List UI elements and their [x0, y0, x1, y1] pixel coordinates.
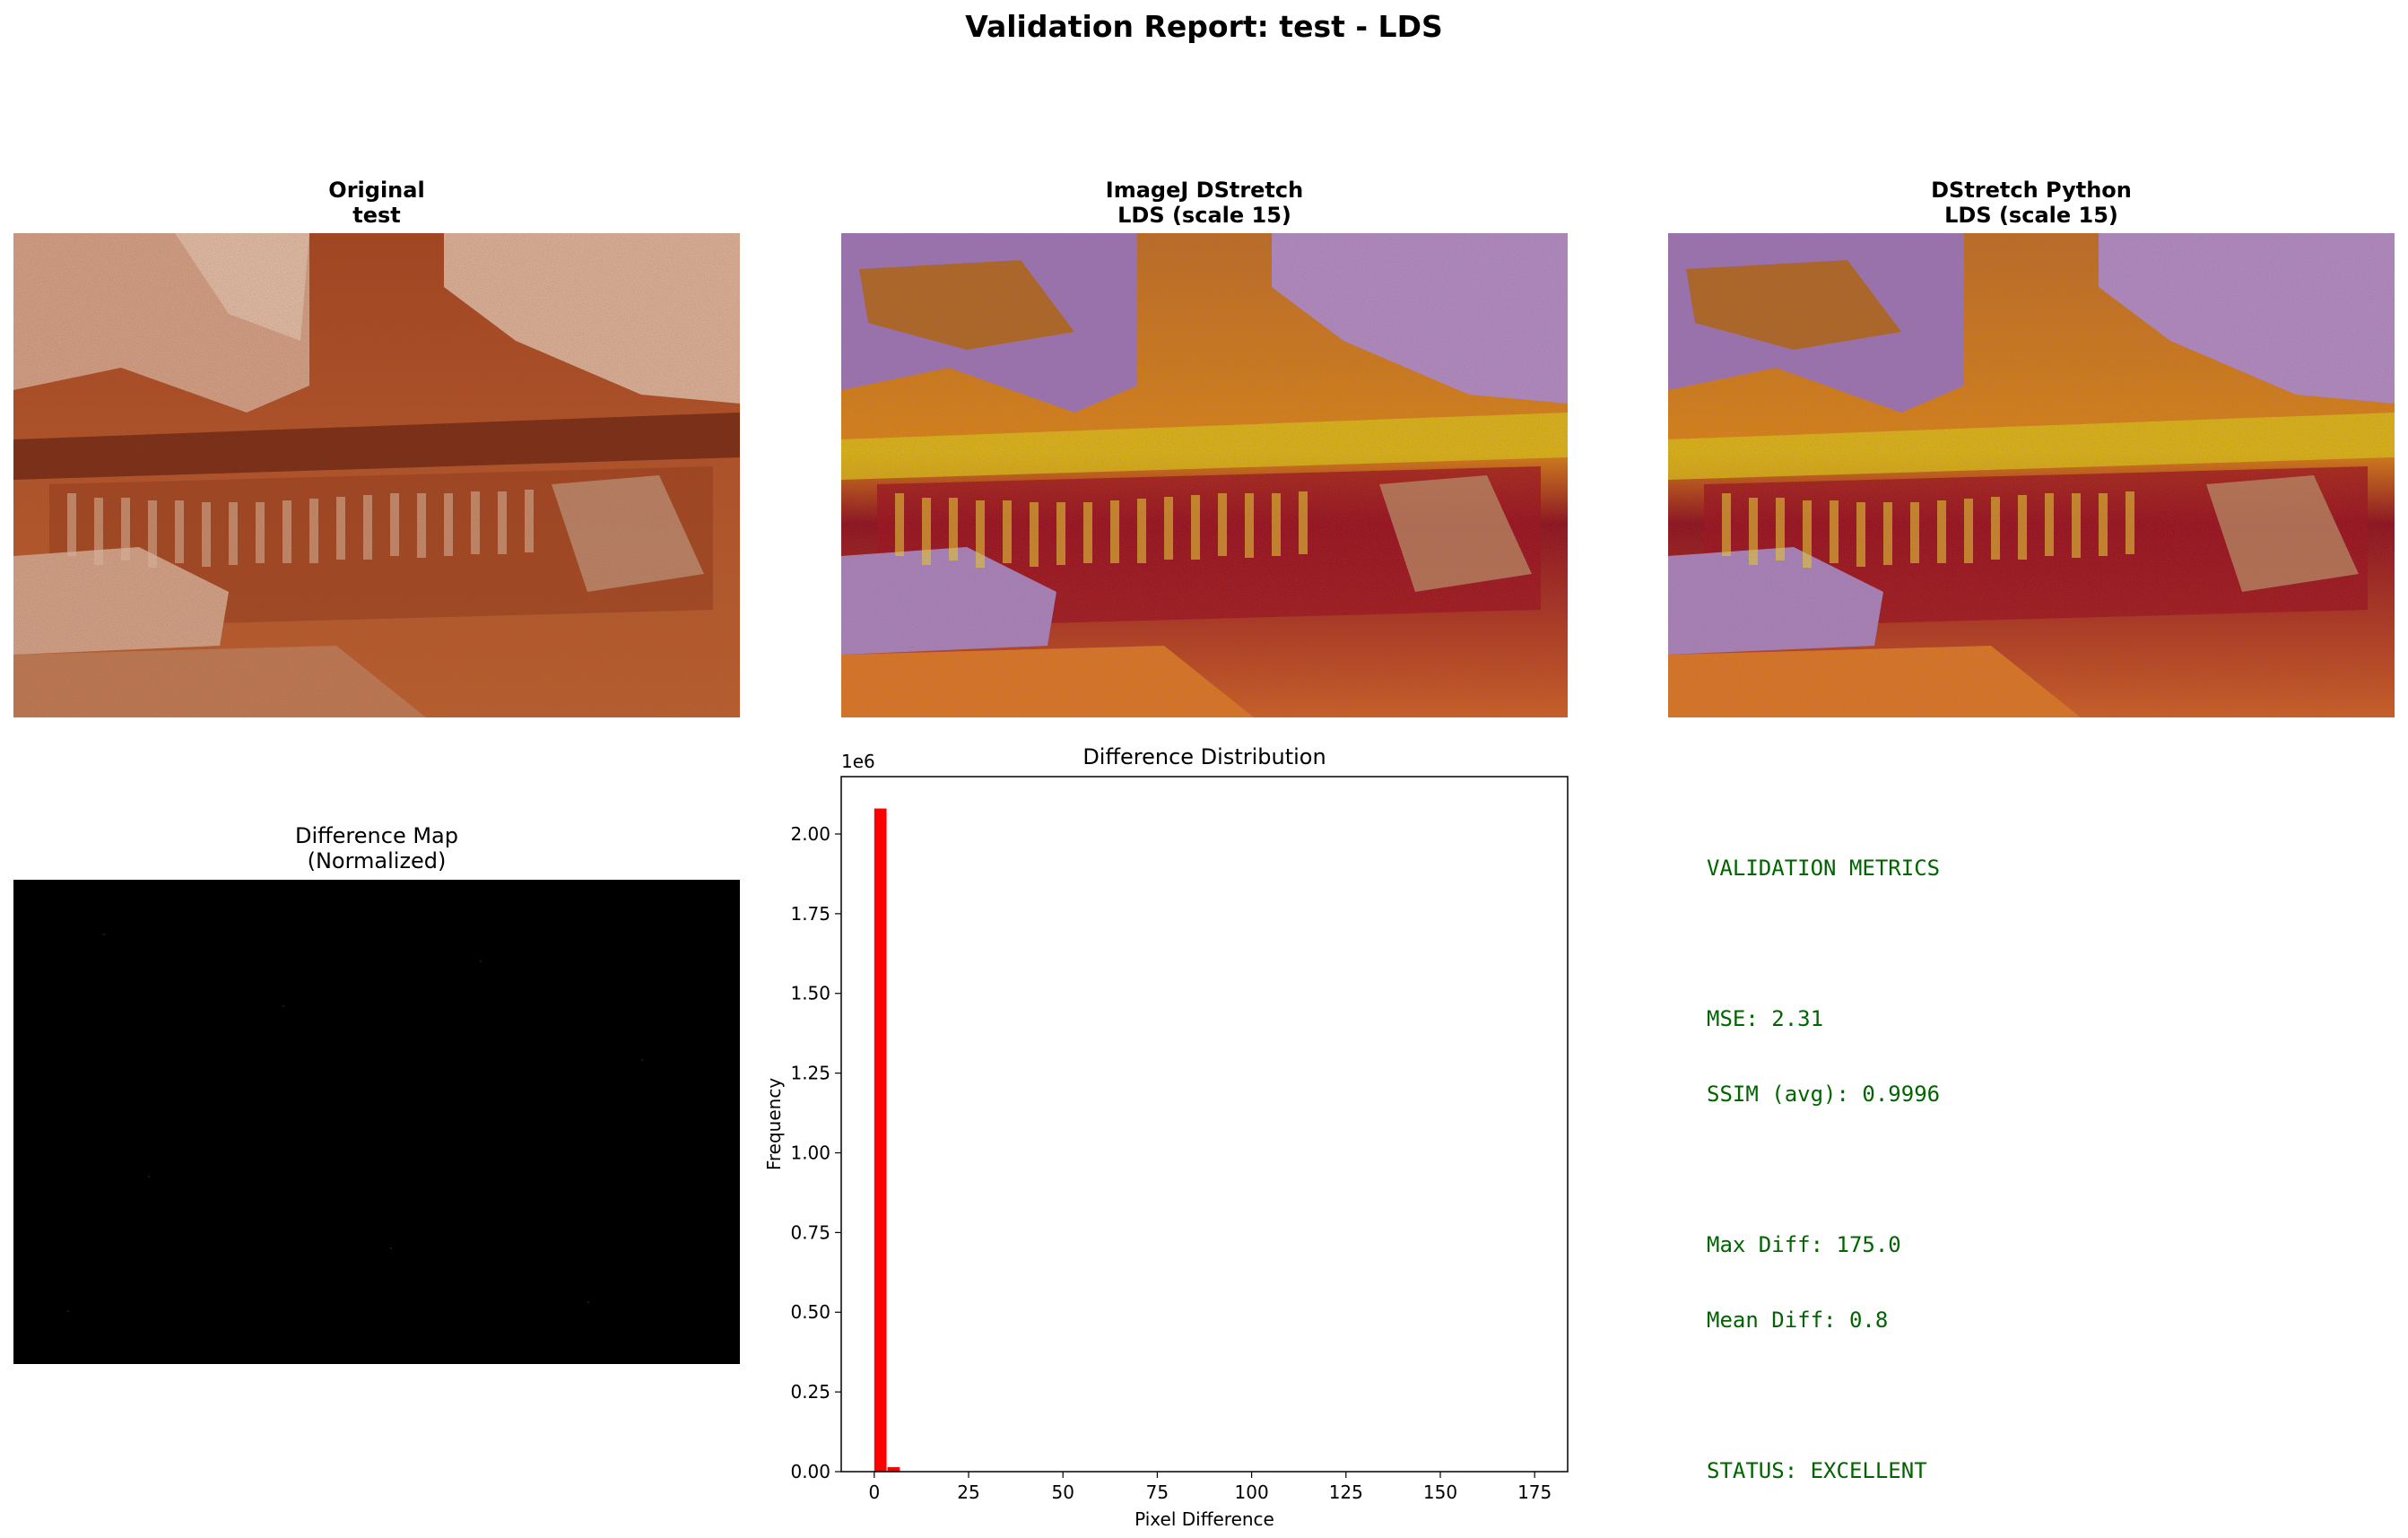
y-tick-label: 0.00 [790, 1461, 830, 1482]
x-tick-label: 0 [868, 1482, 880, 1503]
imagej-dstretch-image [841, 233, 1568, 717]
imagej-title-line1: ImageJ DStretch [1105, 178, 1304, 203]
histogram-bar [887, 1467, 900, 1472]
difference-map-title-line2: (Normalized) [307, 848, 447, 873]
difference-map-title-line1: Difference Map [294, 823, 458, 848]
x-tick-label: 75 [1146, 1482, 1169, 1503]
original-panel-title: Original test [202, 178, 552, 228]
y-tick-label: 1.25 [790, 1063, 830, 1084]
x-tick-label: 25 [957, 1482, 979, 1503]
y-tick-label: 2.00 [790, 823, 830, 845]
histogram-bar [874, 808, 887, 1472]
python-title-line1: DStretch Python [1931, 178, 2132, 203]
metric-mean-diff: Mean Diff: 0.8 [1707, 1308, 1889, 1333]
histogram-xlabel: Pixel Difference [1134, 1508, 1274, 1530]
python-title-line2: LDS (scale 15) [1944, 203, 2118, 228]
metric-ssim: SSIM (avg): 0.9996 [1707, 1082, 1941, 1107]
imagej-panel-title: ImageJ DStretch LDS (scale 15) [1030, 178, 1379, 228]
x-tick-label: 175 [1517, 1482, 1552, 1503]
difference-map-image [13, 880, 740, 1364]
y-tick-label: 1.00 [790, 1142, 830, 1163]
python-dstretch-image [1668, 233, 2395, 717]
y-offset-label: 1e6 [841, 751, 875, 772]
histogram-ylabel: Frequency [763, 1078, 785, 1170]
validation-metrics: VALIDATION METRICS MSE: 2.31 SSIM (avg):… [1707, 805, 1940, 1508]
metric-status: STATUS: EXCELLENT [1707, 1458, 1927, 1483]
x-tick-label: 100 [1235, 1482, 1269, 1503]
histogram-frame [840, 776, 1569, 1473]
y-tick-label: 1.75 [790, 903, 830, 925]
histogram-title: Difference Distribution [1082, 744, 1326, 769]
y-tick-label: 0.50 [790, 1301, 830, 1323]
metric-max-diff: Max Diff: 175.0 [1707, 1232, 1901, 1257]
original-image [13, 233, 740, 717]
y-tick-label: 1.50 [790, 983, 830, 1004]
x-tick-label: 50 [1051, 1482, 1074, 1503]
original-title-line1: Original [328, 178, 425, 203]
x-tick-label: 150 [1423, 1482, 1457, 1503]
metrics-heading: VALIDATION METRICS [1707, 856, 1941, 881]
imagej-title-line2: LDS (scale 15) [1117, 203, 1291, 228]
x-tick-label: 125 [1329, 1482, 1363, 1503]
difference-map-title: Difference Map (Normalized) [202, 823, 552, 873]
original-title-line2: test [352, 203, 401, 228]
y-tick-label: 0.75 [790, 1221, 830, 1243]
y-tick-label: 0.25 [790, 1381, 830, 1403]
python-panel-title: DStretch Python LDS (scale 15) [1856, 178, 2206, 228]
metric-mse: MSE: 2.31 [1707, 1006, 1824, 1031]
report-title: Validation Report: test - LDS [965, 9, 1443, 44]
